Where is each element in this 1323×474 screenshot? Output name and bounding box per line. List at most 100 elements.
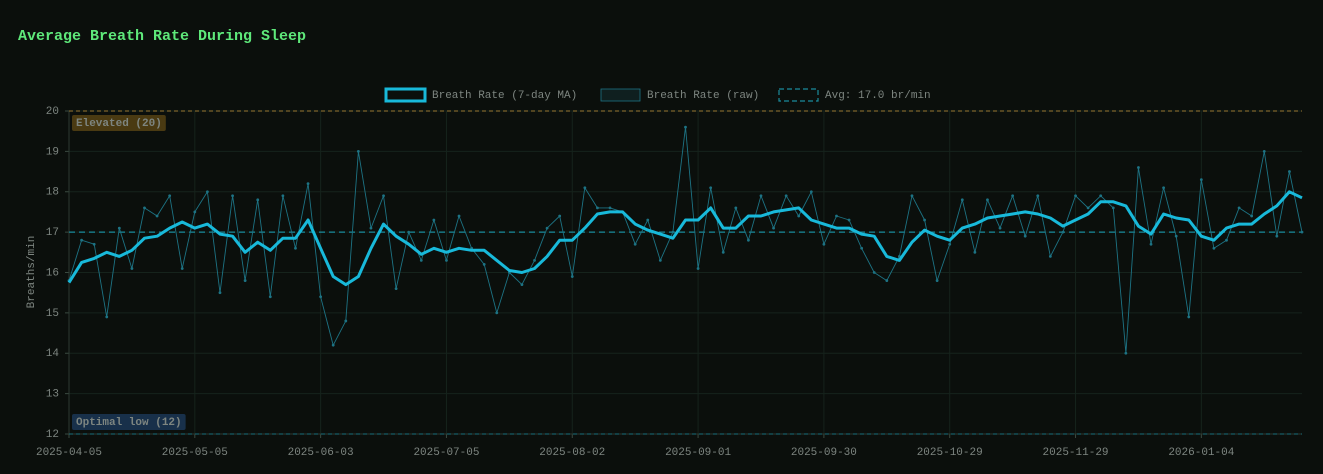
raw-point (331, 343, 335, 347)
raw-point (998, 226, 1002, 230)
raw-point (558, 214, 562, 218)
raw-point (545, 226, 549, 230)
raw-point (180, 267, 184, 270)
raw-point (432, 218, 436, 222)
raw-point (356, 149, 360, 153)
raw-point (369, 226, 373, 230)
legend-label: Breath Rate (raw) (647, 90, 759, 102)
legend-swatch (600, 88, 641, 102)
raw-point (948, 242, 952, 246)
threshold-label-bg (72, 414, 186, 430)
raw-point (281, 194, 285, 198)
raw-point (231, 194, 234, 198)
raw-point (747, 238, 750, 242)
y-tick-label: 16 (46, 267, 59, 279)
raw-point (445, 258, 448, 262)
raw-point (570, 275, 574, 278)
ma-line (67, 190, 1303, 287)
raw-point (394, 287, 398, 291)
raw-point (1199, 178, 1203, 182)
raw-point (256, 198, 260, 202)
raw-point (646, 218, 650, 222)
raw-point (1124, 351, 1128, 355)
raw-point (910, 194, 914, 198)
legend-swatch (384, 87, 427, 103)
raw-point (155, 214, 159, 218)
y-tick-label: 12 (46, 429, 59, 441)
raw-point (457, 214, 461, 218)
raw-point (382, 194, 385, 198)
x-tick-label: 2025-11-29 (1043, 447, 1109, 459)
raw-point (1011, 194, 1015, 198)
raw-point (860, 246, 864, 250)
raw-point (1250, 214, 1254, 218)
raw-point (495, 311, 499, 315)
x-tick-label: 2025-04-05 (36, 447, 102, 459)
raw-point (1149, 242, 1153, 246)
raw-point (319, 295, 323, 299)
raw-point (105, 315, 109, 319)
raw-point (935, 279, 939, 282)
raw-point (1174, 234, 1178, 238)
y-tick-label: 15 (46, 308, 59, 320)
y-tick-label: 18 (46, 187, 59, 199)
raw-point (608, 206, 612, 210)
raw-point (1137, 166, 1140, 169)
legend-label: Breath Rate (7-day MA) (432, 90, 577, 102)
raw-point (1162, 186, 1166, 190)
y-tick-label: 17 (46, 227, 59, 239)
raw-point (759, 194, 763, 198)
raw-point (583, 186, 587, 190)
raw-point (960, 198, 964, 202)
y-tick-label: 20 (46, 106, 59, 118)
y-tick-label: 13 (46, 389, 59, 401)
raw-point (533, 258, 536, 262)
chart-title: Average Breath Rate During Sleep (18, 28, 306, 45)
legend-swatch (778, 88, 819, 102)
raw-point (294, 246, 297, 250)
raw-point (168, 194, 172, 198)
x-tick-label: 2025-09-01 (665, 447, 731, 459)
raw-point (205, 190, 209, 194)
threshold-label: Elevated (20) (76, 118, 162, 130)
x-tick-label: 2026-01-04 (1168, 447, 1234, 459)
raw-point (784, 194, 788, 198)
raw-point (596, 206, 599, 210)
x-tick-label: 2025-06-03 (288, 447, 354, 459)
raw-point (130, 267, 134, 270)
raw-point (1086, 206, 1090, 210)
raw-point (885, 279, 889, 282)
raw-point (872, 271, 876, 274)
raw-point (847, 218, 851, 222)
raw-point (1111, 206, 1115, 210)
raw-point (734, 206, 738, 210)
raw-point (1262, 149, 1266, 153)
x-tick-label: 2025-08-02 (539, 447, 605, 459)
raw-point (143, 206, 146, 210)
raw-point (809, 190, 813, 194)
raw-point (835, 214, 838, 218)
raw-point (923, 218, 926, 222)
x-tick-label: 2025-07-05 (413, 447, 479, 459)
raw-point (797, 214, 801, 218)
raw-point (218, 291, 222, 295)
raw-point (1061, 230, 1065, 234)
raw-point (633, 242, 637, 246)
raw-point (407, 230, 411, 234)
raw-point (1074, 194, 1077, 198)
raw-point (1300, 230, 1304, 234)
raw-point (772, 226, 775, 230)
raw-point (482, 263, 486, 266)
raw-point (1023, 234, 1027, 238)
raw-point (709, 186, 713, 190)
raw-point (344, 319, 348, 323)
raw-point (721, 250, 725, 254)
raw-point (520, 283, 524, 287)
raw-point (92, 242, 96, 246)
x-tick-label: 2025-10-29 (917, 447, 983, 459)
raw-point (80, 238, 83, 242)
raw-point (684, 125, 687, 129)
raw-point (419, 258, 423, 262)
threshold-label: Optimal low (12) (76, 417, 182, 429)
